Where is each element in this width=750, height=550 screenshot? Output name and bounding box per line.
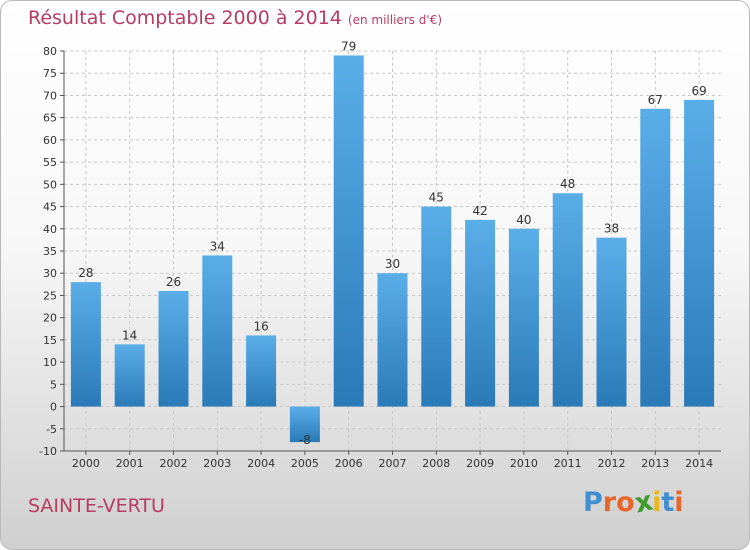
bar-2009 (465, 219, 496, 407)
value-label: 16 (253, 319, 268, 333)
title-text: Résultat Comptable 2000 à 2014 (28, 7, 342, 29)
bar-2004 (246, 335, 277, 407)
y-tick-label: -10 (39, 445, 57, 458)
bar-2002 (158, 291, 189, 407)
value-label: 67 (648, 93, 663, 107)
value-label: 79 (341, 39, 356, 53)
y-tick-label: 20 (43, 312, 57, 325)
y-tick-label: 30 (43, 267, 57, 280)
x-tick-label: 2000 (72, 457, 100, 470)
x-tick-label: 2003 (203, 457, 231, 470)
y-tick-label: 35 (43, 245, 57, 258)
bar-2013 (640, 108, 671, 407)
bars (70, 55, 715, 443)
value-label: 30 (385, 257, 400, 271)
bar-2006 (333, 55, 364, 407)
value-label: 48 (560, 177, 575, 191)
y-tick-label: 0 (50, 401, 57, 414)
value-label: 69 (691, 84, 706, 98)
logo-letter: t (661, 487, 675, 518)
bar-2007 (377, 273, 408, 407)
value-label: 42 (472, 204, 487, 218)
bar-2010 (508, 228, 539, 407)
bar-2011 (552, 193, 583, 407)
bar-2005 (289, 406, 320, 443)
x-tick-label: 2010 (510, 457, 538, 470)
logo-letter: P (583, 487, 603, 518)
y-tick-label: 65 (43, 112, 57, 125)
logo-letter: o (616, 487, 635, 518)
axes: -10 -5 0 5 10 15 20 25 30 35 40 45 50 55 60 65 70 75 80 200… (39, 45, 721, 470)
y-tick-label: 70 (43, 89, 57, 102)
bar-2001 (114, 344, 145, 407)
value-label: 38 (604, 222, 619, 236)
city-name: SAINTE-VERTU (28, 495, 165, 517)
bar-2008 (421, 206, 452, 407)
y-tick-label: 60 (43, 134, 57, 147)
x-tick-label: 2014 (685, 457, 713, 470)
chart-title: Résultat Comptable 2000 à 2014 (en millie… (28, 7, 442, 29)
x-tick-label: 2013 (641, 457, 669, 470)
value-label: 14 (122, 328, 137, 342)
logo-letter: i (674, 487, 684, 518)
y-tick-label: 15 (43, 334, 57, 347)
value-label: -8 (299, 433, 311, 447)
value-label: 34 (210, 239, 225, 253)
y-tick-label: 55 (43, 156, 57, 169)
logo-letter: r (602, 487, 617, 518)
x-tick-label: 2012 (598, 457, 626, 470)
x-tick-label: 2007 (379, 457, 407, 470)
value-label: 28 (78, 266, 93, 280)
y-tick-label: -5 (46, 423, 57, 436)
bar-2003 (202, 255, 233, 407)
x-tick-label: 2005 (291, 457, 319, 470)
proxiti-logo: Proxiti (583, 486, 684, 520)
x-tick-label: 2004 (247, 457, 275, 470)
y-tick-label: 80 (43, 45, 57, 58)
value-label: 26 (166, 275, 181, 289)
x-tick-label: 2008 (422, 457, 450, 470)
y-tick-label: 5 (50, 378, 57, 391)
x-tick-label: 2001 (116, 457, 144, 470)
y-tick-label: 45 (43, 201, 57, 214)
logo-letter: i (652, 487, 662, 518)
value-label: 45 (429, 191, 444, 205)
x-tick-label: 2009 (466, 457, 494, 470)
value-labels: 28 14 26 34 16 -8 79 30 45 42 40 48 38 67 69 (78, 39, 706, 447)
bar-2014 (684, 99, 715, 407)
bar-2000 (70, 282, 101, 407)
value-label: 40 (516, 213, 531, 227)
x-tick-label: 2006 (335, 457, 363, 470)
y-tick-label: 40 (43, 223, 57, 236)
y-tick-label: 10 (43, 356, 57, 369)
x-tick-label: 2011 (554, 457, 582, 470)
y-tick-label: 25 (43, 289, 57, 302)
y-tick-label: 50 (43, 178, 57, 191)
y-tick-label: 75 (43, 67, 57, 80)
subtitle-text: (en milliers d'€) (347, 13, 443, 27)
x-tick-label: 2002 (160, 457, 188, 470)
bar-2012 (596, 237, 627, 407)
